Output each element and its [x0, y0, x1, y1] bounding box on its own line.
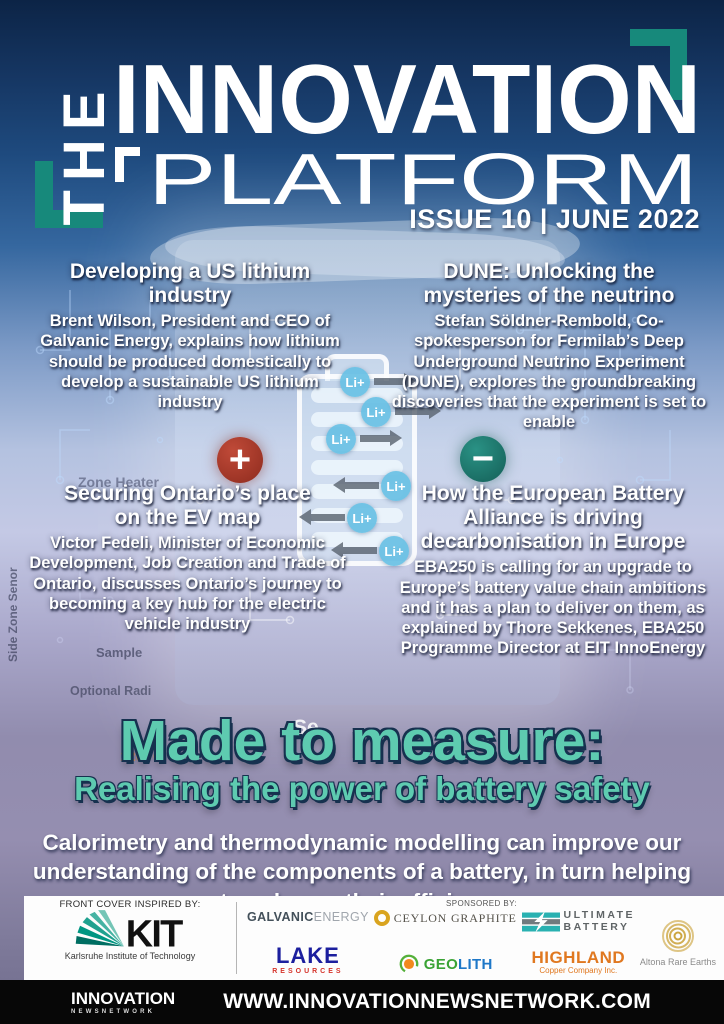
lake-resources-logo: LAKE RESOURCES: [272, 943, 344, 976]
brand-subname: NEWSNETWORK: [71, 1008, 156, 1015]
altona-logo-text: Altona Rare Earths: [639, 957, 716, 967]
bottom-bar: INNOVATION NEWSNETWORK WWW.INNOVATIONNEW…: [0, 980, 724, 1024]
lithium-ion-badge: Li+: [381, 471, 411, 501]
highland-logo-text: HIGHLAND: [531, 948, 626, 967]
background-label-heater: Zone Heater: [78, 474, 159, 490]
arrow-left-icon: [299, 509, 345, 525]
teaser-ontario-ev: Securing Ontario’s place on the EV map V…: [20, 482, 355, 634]
teaser-lithium-industry: Developing a US lithium industry Brent W…: [35, 260, 345, 412]
altona-spiral-icon: [661, 920, 694, 952]
masthead-platform-text: PLATFORM: [148, 142, 698, 220]
issue-date: ISSUE 10 | JUNE 2022: [409, 204, 700, 234]
background-label-side-zone: Side Zone Senor: [6, 567, 20, 662]
teaser-title: Securing Ontario’s place on the EV map: [64, 482, 311, 530]
background-label-temperature: 120 °C: [120, 748, 163, 764]
sponsored-by-label: SPONSORED BY:: [446, 899, 517, 908]
kit-caption: Karlsruhe Institute of Technology: [64, 951, 196, 961]
geolith-text-green: GEO: [423, 955, 459, 973]
teaser-battery-alliance: How the European Battery Alliance is dri…: [386, 482, 720, 658]
geolith-circle-icon: [399, 954, 419, 974]
geolith-logo: GEOLITH: [398, 953, 493, 975]
teaser-dune-neutrino: DUNE: Unlocking the mysteries of the neu…: [383, 260, 715, 432]
background-label-sample: Sample: [96, 645, 143, 660]
galvanic-logo-light: ENERGY: [313, 910, 369, 924]
lithium-ion-badge: Li+: [379, 536, 409, 566]
arrow-left-icon: [331, 542, 377, 558]
negative-terminal-icon: −: [460, 436, 506, 482]
ceylon-logo-text: CEYLON GRAPHITE: [393, 910, 517, 925]
sponsor-logo-grid: GALVANICENERGY LAKE RESOURCES CEYLON GRA…: [247, 909, 716, 975]
arrow-left-icon: [333, 477, 379, 493]
kit-logo: KIT: [75, 910, 185, 950]
highland-logo-subtext: Copper Company Inc.: [539, 966, 618, 975]
kit-logo-text: KIT: [126, 913, 183, 950]
corner-bracket-left: [35, 161, 103, 228]
lithium-ion-badge: Li+: [347, 503, 377, 533]
footer-sponsors-section: SPONSORED BY: GALVANICENERGY LAKE RESOUR…: [237, 896, 724, 980]
ultimate-battery-icon: [521, 911, 560, 932]
teaser-body: Brent Wilson, President and CEO of Galva…: [40, 312, 340, 411]
footer-inspired-section: FRONT COVER INSPIRED BY: KIT Karlsruhe I…: [24, 896, 236, 980]
footer-divider: [236, 902, 237, 974]
sponsor-column: GALVANICENERGY LAKE RESOURCES: [247, 910, 369, 975]
background-label-optional: Optional Radi: [70, 684, 152, 698]
innovation-news-network-logo: INNOVATION NEWSNETWORK: [71, 990, 175, 1015]
ultimate-logo-line1: ULTIMATE: [563, 909, 636, 921]
galvanic-energy-logo: GALVANICENERGY: [247, 910, 369, 924]
masthead-innovation: INNOVATION: [113, 50, 701, 150]
arrow-right-icon: [360, 430, 402, 446]
ultimate-logo-line2: BATTERY: [563, 920, 630, 933]
teaser-body: Stefan Söldner-Rembold, Co-spokesperson …: [391, 312, 707, 431]
battery-cell-layer: [311, 460, 403, 475]
arrow-right-icon: [395, 403, 441, 419]
sponsor-column: CEYLON GRAPHITE GEOLITH: [373, 910, 517, 975]
teaser-title: DUNE: Unlocking the mysteries of the neu…: [423, 260, 675, 308]
ceylon-circle-icon: [373, 910, 390, 926]
background-label-fragment: Se: [293, 716, 319, 739]
lake-logo-subtext: RESOURCES: [272, 968, 344, 975]
inspired-by-label: FRONT COVER INSPIRED BY:: [59, 899, 201, 910]
lithium-ion-badge: Li+: [361, 397, 391, 427]
masthead-innovation-text: INNOVATION: [113, 50, 701, 150]
footer-sponsor-band: FRONT COVER INSPIRED BY: KIT Karlsruhe I…: [24, 896, 724, 980]
teaser-body: Victor Fedeli, Minister of Economic Deve…: [29, 534, 346, 633]
positive-terminal-icon: +: [217, 437, 263, 483]
galvanic-logo-bold: GALVANIC: [247, 910, 314, 924]
highland-copper-logo: HIGHLAND Copper Company Inc.: [531, 949, 625, 975]
teaser-title: How the European Battery Alliance is dri…: [420, 482, 686, 554]
headline-secondary: Realising the power of battery safety: [74, 770, 650, 807]
ceylon-graphite-logo: CEYLON GRAPHITE: [373, 910, 517, 926]
masthead-platform: PLATFORM: [148, 142, 698, 220]
headline-main: Made to measure:: [119, 709, 605, 773]
lake-logo-text: LAKE: [275, 943, 340, 968]
altona-rare-earths-logo: Altona Rare Earths: [640, 910, 716, 975]
geolith-text-blue: LITH: [458, 955, 493, 973]
lithium-ion-badge: Li+: [340, 367, 370, 397]
arrow-right-icon: [374, 373, 416, 389]
ultimate-battery-logo: ULTIMATE BATTERY: [521, 909, 636, 933]
teaser-title: Developing a US lithium industry: [69, 260, 311, 308]
corner-bracket-top-right: [630, 29, 687, 100]
brand-name: INNOVATION: [71, 988, 176, 1008]
sponsor-column: ULTIMATE BATTERY HIGHLAND Copper Company…: [521, 909, 636, 975]
masthead-the: THE: [52, 82, 117, 226]
geolith-logo-text: GEOLITH: [424, 956, 493, 973]
website-url: WWW.INNOVATIONNEWSNETWORK.COM: [223, 990, 652, 1013]
teaser-body: EBA250 is calling for an upgrade to Euro…: [399, 558, 707, 657]
lithium-ion-badge: Li+: [326, 424, 356, 454]
logo-corner-mark: [115, 147, 140, 182]
